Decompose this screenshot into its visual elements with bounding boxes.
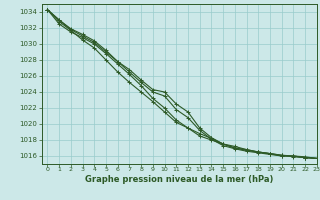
X-axis label: Graphe pression niveau de la mer (hPa): Graphe pression niveau de la mer (hPa): [85, 175, 273, 184]
